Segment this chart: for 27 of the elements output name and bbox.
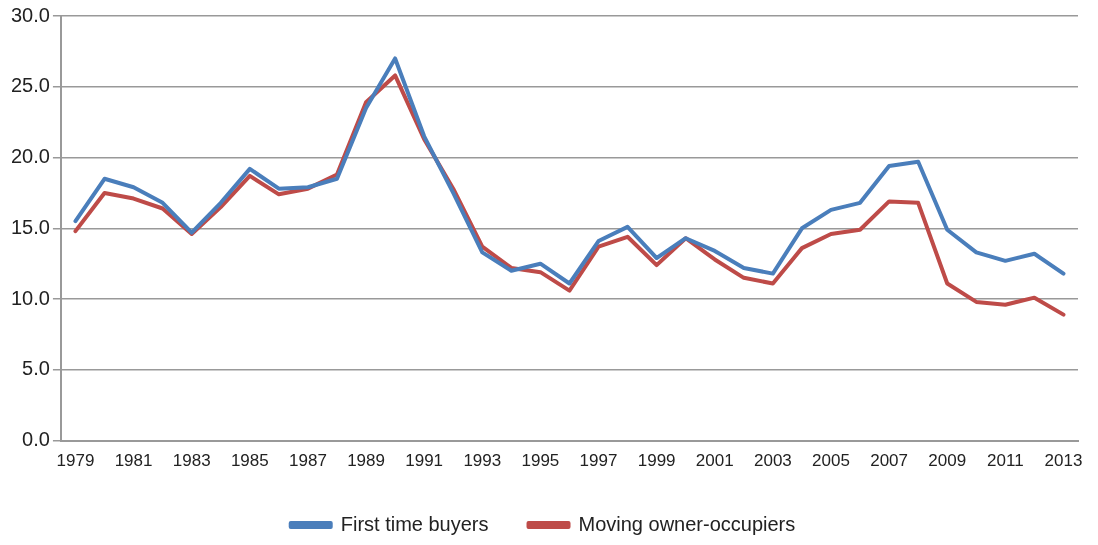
x-tick-label: 1985 bbox=[230, 451, 269, 471]
x-tick-label: 1999 bbox=[637, 451, 676, 471]
y-tick-label: 5.0 bbox=[22, 357, 50, 380]
x-tick-label: 1991 bbox=[405, 451, 444, 471]
y-tick-label: 0.0 bbox=[22, 428, 50, 451]
x-tick-label: 2003 bbox=[753, 451, 792, 471]
x-tick-label: 1995 bbox=[521, 451, 560, 471]
y-tick-label: 15.0 bbox=[10, 215, 50, 238]
x-tick-label: 2005 bbox=[812, 451, 850, 471]
x-tick-label: 2013 bbox=[1044, 451, 1083, 471]
x-tick-label: 1993 bbox=[463, 451, 502, 471]
y-tick-label: 25.0 bbox=[10, 74, 50, 97]
x-tick-label: 1989 bbox=[347, 451, 385, 471]
x-tick-label: 1987 bbox=[289, 451, 327, 471]
y-tick-label: 20.0 bbox=[10, 145, 50, 168]
x-tick-label: 2011 bbox=[987, 451, 1024, 471]
x-tick-label: 2009 bbox=[928, 451, 967, 471]
x-tick-label: 1979 bbox=[56, 451, 95, 471]
x-tick-label: 2001 bbox=[695, 451, 734, 471]
x-tick-label: 1983 bbox=[172, 451, 211, 471]
y-tick-label: 30.0 bbox=[10, 3, 50, 26]
y-tick-label: 10.0 bbox=[10, 286, 50, 309]
x-tick-label: 1997 bbox=[579, 451, 618, 471]
legend-label: Moving owner-occupiers bbox=[578, 512, 796, 535]
legend-label: First time buyers bbox=[340, 512, 489, 535]
x-tick-label: 1981 bbox=[114, 451, 153, 471]
x-tick-label: 2007 bbox=[870, 451, 909, 471]
